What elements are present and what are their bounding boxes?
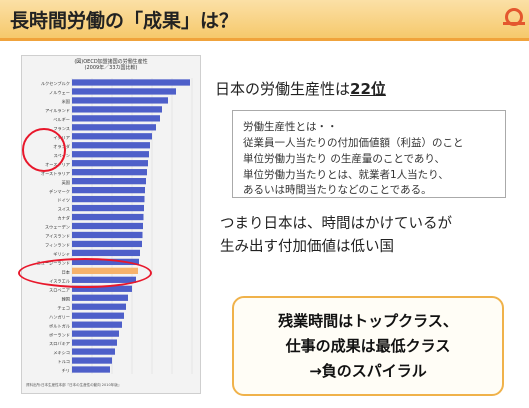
rank-value: 22位	[350, 80, 386, 98]
conclusion-line-1: つまり日本は、時間はかけているが	[220, 216, 452, 232]
chart-bar	[72, 366, 110, 373]
chart-bar	[72, 97, 168, 104]
chart-bar	[72, 339, 117, 346]
chart-bar	[72, 178, 146, 185]
chart-category-label: 米国	[62, 98, 70, 105]
callout-line-2: 仕事の成果は最低クラス	[285, 337, 451, 355]
chart-bar	[72, 106, 162, 113]
title-bar: 長時間労働の「成果」は？	[0, 0, 529, 41]
chart-bar	[72, 142, 150, 149]
conclusion-line-2: 生み出す付加価値は低い国	[220, 239, 394, 255]
chart-category-label: スロバキア	[49, 341, 70, 347]
chart-category-label: ノルウェー	[49, 89, 70, 96]
chart-bar	[72, 195, 145, 203]
chart-bar	[72, 79, 190, 86]
chart-title-line-2: (2009年／33カ国比較)	[84, 65, 138, 71]
callout-box: 残業時間はトップクラス、 仕事の成果は最低クラス →負のスパイラル	[232, 296, 504, 396]
chart-category-label: スイス	[58, 207, 70, 212]
chart-category-label: 英国	[62, 179, 70, 186]
chart-category-label: ドイツ	[57, 198, 70, 203]
chart-category-label: オーストラリア	[41, 171, 70, 177]
chart-category-label: ベルギー	[53, 117, 70, 122]
rank-heading: 日本の労働生産性は22位	[215, 78, 386, 99]
callout-line-3: →負のスパイラル	[309, 362, 427, 380]
chart-bar	[72, 115, 160, 122]
chart-category-label: カナダ	[57, 215, 70, 222]
chart-bar	[72, 357, 112, 364]
chart-bar	[72, 231, 143, 239]
chart-bar	[72, 124, 156, 131]
definition-line: 単位労働力当たりとは、就業者1人当たり、	[243, 169, 449, 181]
chart-bar	[72, 303, 126, 310]
chart-bar	[72, 348, 115, 355]
chart-bar	[72, 240, 142, 248]
chart-category-label: スウェーデン	[45, 224, 70, 231]
chart-bar	[72, 312, 124, 319]
logo-icon	[503, 6, 525, 26]
definition-line: あるいは時間当たりなどのことである。	[243, 184, 432, 196]
chart-category-label: アイルランド	[45, 108, 70, 114]
chart-canvas: ルクセンブルクノルウェー米国アイルランドベルギーフランスイタリアオランダスペイン…	[37, 78, 193, 374]
japan-highlight-ellipse	[18, 258, 152, 288]
chart-category-label: ポルトガル	[49, 322, 70, 329]
rank-prefix: 日本の労働生産性は	[215, 80, 351, 98]
chart-bar	[72, 213, 144, 221]
definition-line: 従業員一人当たりの付加価値額（利益）のこと	[243, 137, 464, 149]
chart-bar	[72, 321, 122, 328]
chart-category-label: 韓国	[62, 295, 70, 302]
chart-category-label: メキシコ	[53, 350, 70, 355]
chart-bar	[72, 204, 144, 212]
chart-title: (図)OECD加盟諸国の労働生産性 (2009年／33カ国比較)	[22, 59, 200, 71]
chart-bar	[72, 133, 152, 140]
chart-title-line-1: (図)OECD加盟諸国の労働生産性	[74, 59, 148, 65]
chart-category-label: デンマーク	[49, 188, 70, 195]
chart-bar	[72, 186, 145, 194]
chart-category-label: アイスランド	[45, 234, 70, 240]
chart-category-label: フィンランド	[45, 243, 70, 249]
chart-bar	[72, 169, 147, 176]
chart-bar	[72, 249, 140, 257]
chart-bar	[72, 88, 176, 95]
chart-bar	[72, 294, 128, 301]
chart-category-label: ハンガリー	[49, 313, 70, 320]
productivity-chart: (図)OECD加盟諸国の労働生産性 (2009年／33カ国比較) ルクセンブルク…	[21, 55, 201, 394]
chart-bar	[72, 285, 132, 292]
chart-category-label: チェコ	[57, 305, 70, 311]
slide-title: 長時間労働の「成果」は？	[10, 10, 239, 32]
chart-category-label: フランス	[53, 126, 70, 132]
france-italy-highlight-ellipse	[22, 128, 66, 172]
chart-bar	[72, 151, 149, 158]
chart-bar	[72, 330, 119, 337]
chart-category-label: ポーランド	[49, 331, 70, 338]
chart-bar	[72, 160, 148, 167]
chart-category-label: チリ	[62, 368, 70, 373]
definition-box: 労働生産性とは・・ 従業員一人当たりの付加価値額（利益）のこと 単位労働力当たり…	[232, 110, 506, 198]
chart-source: 資料出所:日本生産性本部『日本の生産性の動向 2010年版』	[26, 383, 122, 387]
definition-line: 労働生産性とは・・	[243, 121, 338, 133]
chart-category-label: ギリシャ	[53, 252, 70, 257]
chart-category-label: ルクセンブルク	[41, 80, 70, 87]
chart-category-label: トルコ	[58, 359, 70, 364]
definition-line: 単位労働力当たり の生産量のことであり、	[243, 153, 445, 165]
callout-line-1: 残業時間はトップクラス、	[278, 312, 458, 330]
chart-category-label: スロベニア	[49, 287, 70, 293]
chart-bar	[72, 222, 143, 230]
